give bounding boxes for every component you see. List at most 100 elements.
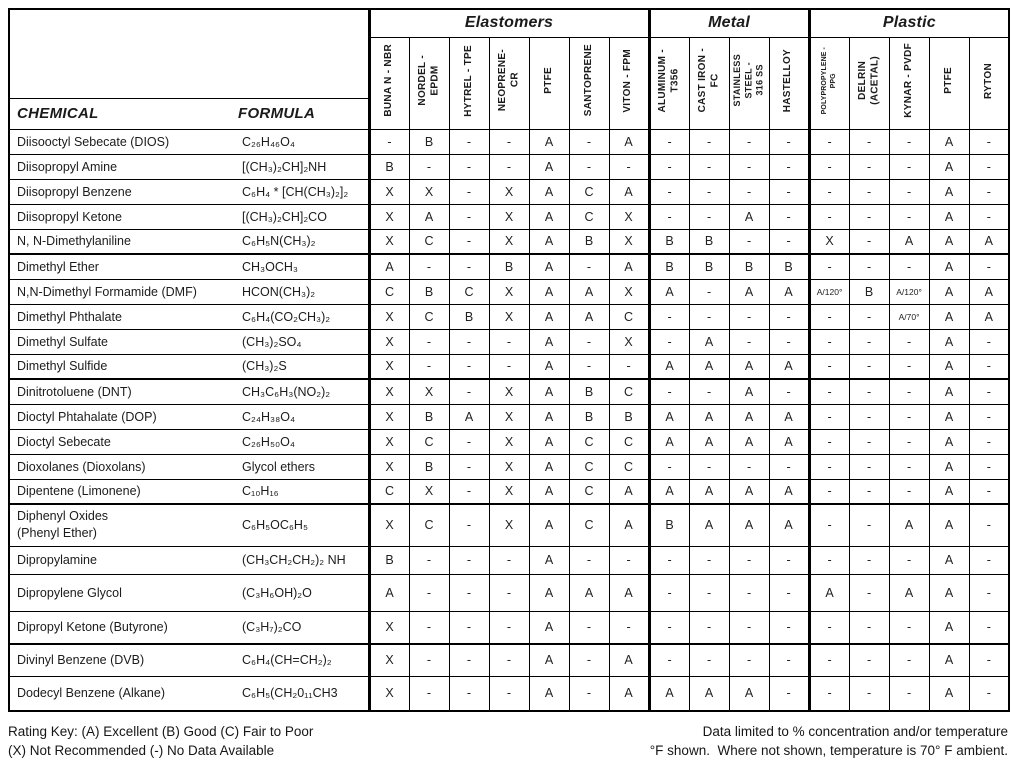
material-header-row: BUNA N - NBR NORDEL - EPDM HYTREL - TPE NEO… bbox=[9, 36, 1010, 130]
chemical-formula: [(CH₃)₂CH]₂NH bbox=[242, 159, 327, 174]
material-column-label: RYTON bbox=[982, 62, 994, 99]
rating-cell: A bbox=[528, 353, 570, 380]
rating-cell: - bbox=[768, 303, 810, 330]
rating-cell: A bbox=[528, 178, 570, 205]
rating-cell: - bbox=[888, 643, 930, 677]
rating-cell: C bbox=[568, 503, 610, 547]
rating-cell: A bbox=[728, 503, 770, 547]
rating-cell: A bbox=[728, 353, 770, 380]
rating-cell: - bbox=[488, 675, 530, 712]
rating-cell: - bbox=[568, 545, 610, 575]
group-header-row: CHEMICAL FORMULA Elastomers Metal Plasti… bbox=[8, 8, 1010, 130]
rating-cell: A bbox=[528, 278, 570, 305]
rating-cell: A bbox=[888, 503, 930, 547]
rating-cell: - bbox=[848, 303, 890, 330]
chemical-formula: [(CH₃)₂CH]₂CO bbox=[242, 209, 327, 224]
rating-cell: - bbox=[848, 203, 890, 230]
rating-cell: - bbox=[768, 545, 810, 575]
material-column-label: ALUMINUM - T356 bbox=[657, 48, 681, 113]
chemical-cell: Dinitrotoluene (DNT) CH₃C₆H₃(NO₂)₂ bbox=[8, 378, 370, 405]
rating-cell: A bbox=[568, 303, 610, 330]
group-header-elastomers: Elastomers bbox=[367, 8, 650, 38]
material-column-label: BUNA N - NBR bbox=[383, 44, 395, 117]
material-column-header: PTFE bbox=[528, 36, 570, 130]
rating-cell: - bbox=[647, 453, 690, 480]
chemical-cell: Diphenyl Oxides (Phenyl Ether) C₆H₅OC₆H₅ bbox=[8, 503, 370, 547]
rating-cell: A bbox=[608, 503, 650, 547]
rating-cell: - bbox=[968, 353, 1010, 380]
compatibility-table: CHEMICAL FORMULA Elastomers Metal Plasti… bbox=[8, 8, 1011, 712]
rating-cell: - bbox=[688, 573, 730, 612]
rating-cell: - bbox=[448, 675, 490, 712]
rating-cell: - bbox=[807, 428, 850, 455]
rating-cell: X bbox=[608, 328, 650, 355]
rating-cell: C bbox=[408, 228, 450, 255]
table-row: Dipropylamine (CH₃CH₂CH₂)₂ NH B - - - A - - - - - - -… bbox=[8, 545, 1010, 575]
table-row: Dimethyl Ether CH₃OCH₃ A - - B A - A B B B B - - - A - bbox=[8, 253, 1010, 280]
rating-cell: - bbox=[408, 353, 450, 380]
rating-cell: - bbox=[608, 610, 650, 645]
rating-cell: B bbox=[728, 253, 770, 280]
rating-cell: A bbox=[568, 573, 610, 612]
rating-cell: - bbox=[408, 328, 450, 355]
rating-cell: - bbox=[807, 675, 850, 712]
rating-cell: - bbox=[568, 153, 610, 180]
chemical-formula: HCON(CH₃)₂ bbox=[242, 284, 316, 299]
rating-cell: - bbox=[888, 378, 930, 405]
rating-cell: - bbox=[848, 545, 890, 575]
rating-cell: - bbox=[968, 253, 1010, 280]
rating-cell: A bbox=[768, 353, 810, 380]
rating-cell: - bbox=[768, 203, 810, 230]
rating-cell: - bbox=[448, 378, 490, 405]
rating-cell: - bbox=[807, 303, 850, 330]
table-row: Dimethyl Phthalate C₆H₄(CO₂CH₃)₂ X C B X A A C - -… bbox=[8, 303, 1010, 330]
rating-cell: - bbox=[768, 328, 810, 355]
data-limit-note-line1: Data limited to % concentration and/or t… bbox=[702, 724, 1008, 739]
rating-cell: A bbox=[768, 428, 810, 455]
chemical-cell: Diisopropyl Amine [(CH₃)₂CH]₂NH bbox=[8, 153, 370, 180]
material-column-header: DELRIN (ACETAL) bbox=[848, 36, 890, 130]
rating-cell: - bbox=[888, 403, 930, 430]
table-row: N, N-Dimethylaniline C₆H₅N(CH₃)₂ X C - X A B X B B… bbox=[8, 228, 1010, 255]
material-column-header: NORDEL - EPDM bbox=[408, 36, 450, 130]
rating-cell: A bbox=[928, 675, 970, 712]
rating-cell: - bbox=[647, 545, 690, 575]
rating-cell: - bbox=[848, 378, 890, 405]
rating-cell: A bbox=[608, 573, 650, 612]
chemical-formula: (C₃H₇)₂CO bbox=[242, 620, 302, 635]
rating-cell: A bbox=[448, 403, 490, 430]
rating-cell: - bbox=[807, 403, 850, 430]
rating-cell: - bbox=[728, 643, 770, 677]
chemical-name: Dioctyl Sebecate bbox=[17, 434, 111, 449]
group-header-plastic: Plastic bbox=[807, 8, 1010, 38]
material-column-label: POLYPROPYLENE - PPG bbox=[820, 46, 837, 115]
rating-cell: - bbox=[968, 610, 1010, 645]
chemical-name: Dimethyl Phthalate bbox=[17, 309, 122, 324]
rating-cell: - bbox=[688, 128, 730, 155]
rating-cell: - bbox=[848, 228, 890, 255]
rating-cell: - bbox=[488, 128, 530, 155]
material-column-label: PTFE bbox=[542, 67, 554, 94]
rating-cell: - bbox=[888, 545, 930, 575]
rating-cell: - bbox=[888, 428, 930, 455]
rating-cell: X bbox=[367, 428, 410, 455]
table-row: Diisopropyl Ketone [(CH₃)₂CH]₂CO X A - X A C X - -… bbox=[8, 203, 1010, 230]
rating-cell: B bbox=[367, 153, 410, 180]
rating-cell: A bbox=[528, 303, 570, 330]
chemical-cell: N, N-Dimethylaniline C₆H₅N(CH₃)₂ bbox=[8, 228, 370, 255]
chemical-name: Divinyl Benzene (DVB) bbox=[17, 653, 145, 668]
chemical-formula: C₆H₄(CH=CH₂)₂ bbox=[242, 653, 332, 668]
rating-cell: B bbox=[408, 128, 450, 155]
chemical-formula: (C₃H₆OH)₂O bbox=[242, 585, 312, 600]
rating-cell: - bbox=[968, 643, 1010, 677]
rating-cell: - bbox=[968, 478, 1010, 505]
rating-cell: A bbox=[928, 178, 970, 205]
table-row: Dodecyl Benzene (Alkane) C₆H₅(CH₂0₁₁CH3 X -… bbox=[8, 675, 1010, 712]
rating-cell: A bbox=[688, 353, 730, 380]
rating-cell: - bbox=[807, 453, 850, 480]
chemical-formula: (CH₃)₂SO₄ bbox=[242, 334, 302, 349]
rating-cell: A bbox=[888, 228, 930, 255]
rating-cell: C bbox=[608, 303, 650, 330]
material-column-header: HASTELLOY bbox=[768, 36, 810, 130]
rating-cell: X bbox=[488, 203, 530, 230]
